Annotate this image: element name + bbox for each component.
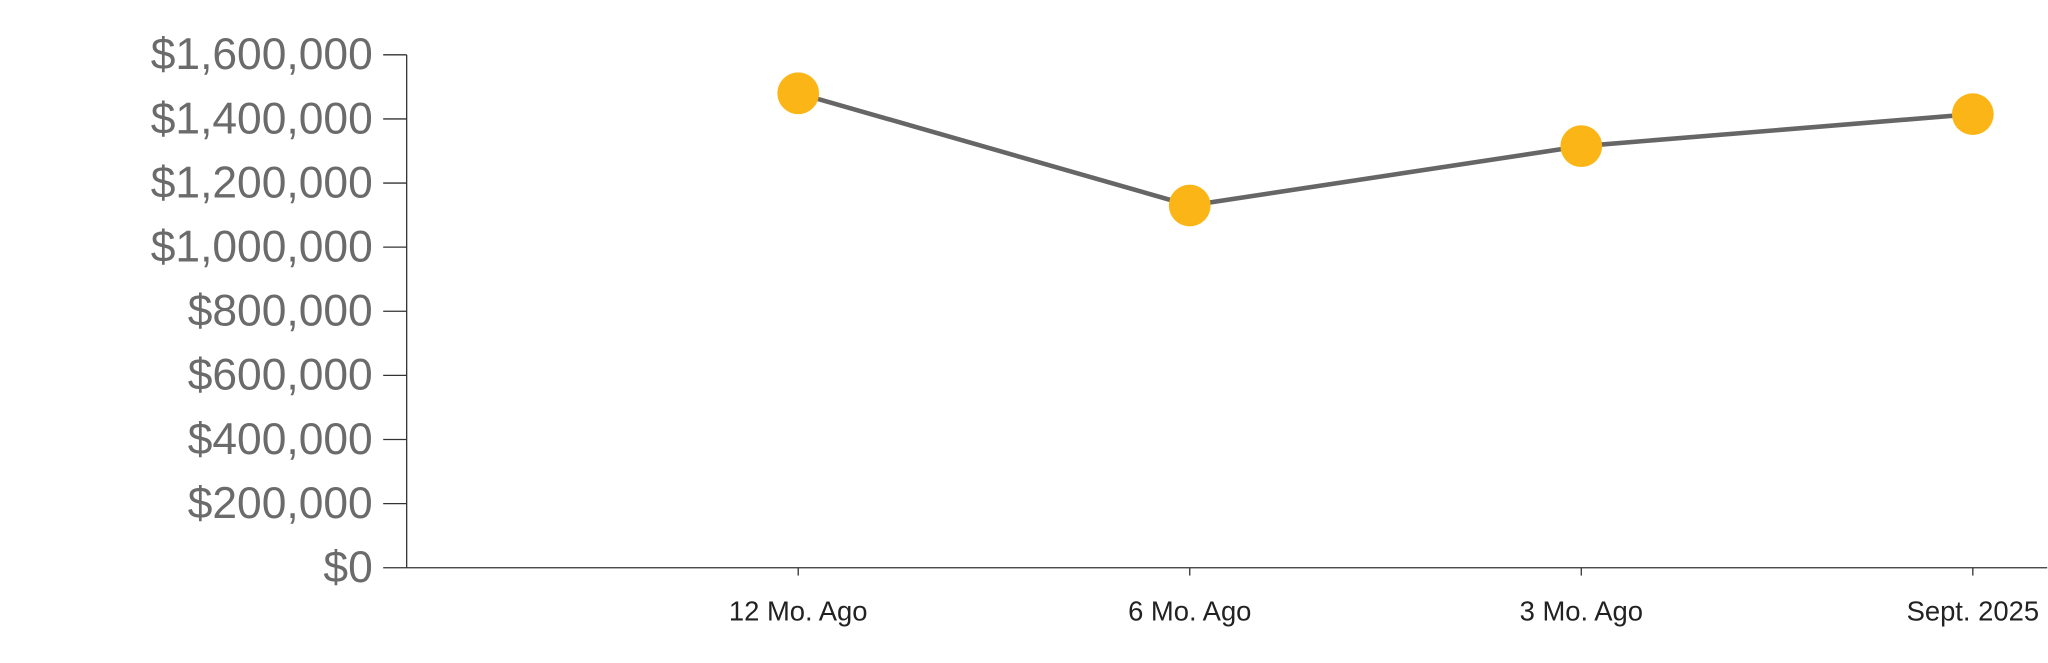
y-tick-label: $1,000,000 [151,222,373,271]
y-tick-label: $600,000 [188,351,373,400]
y-tick-label: $200,000 [188,479,373,528]
line [797,91,1974,208]
x-tick-label: 6 Mo. Ago [1128,596,1251,627]
point [777,72,820,115]
y-tick-label: $800,000 [188,287,373,336]
y-tick-label: $1,200,000 [151,158,373,207]
x-tick-label: 3 Mo. Ago [1520,596,1643,627]
y-tick-label: $1,600,000 [151,30,373,79]
y-tick-label: $0 [323,543,372,592]
point [1168,184,1211,227]
x-tick-label: 12 Mo. Ago [729,596,868,627]
point [1951,93,1994,136]
point [1560,125,1603,168]
y-tick-label: $400,000 [188,415,373,464]
x-tick-label: Sept. 2025 [1907,596,2040,627]
y-tick-label: $1,400,000 [151,94,373,143]
